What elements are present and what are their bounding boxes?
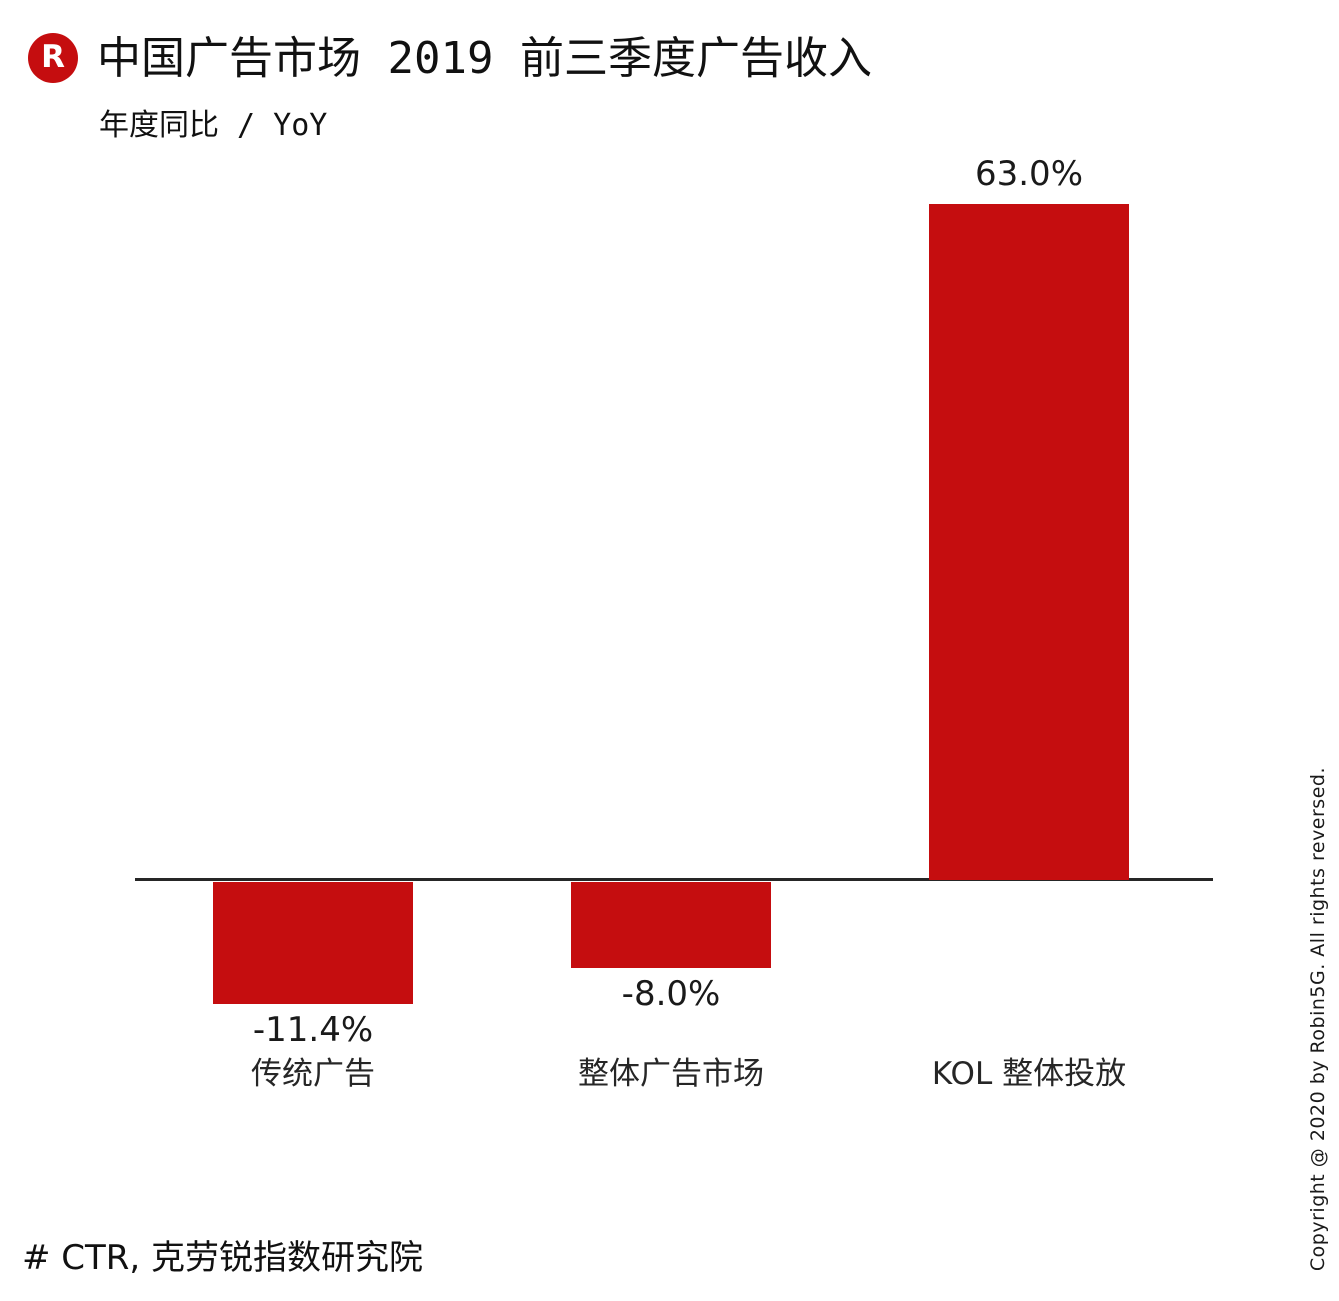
bar-value-label: 63.0% xyxy=(974,154,1083,194)
chart-bar xyxy=(571,882,771,968)
chart-bar xyxy=(929,204,1129,880)
bar-category-label: KOL 整体投放 xyxy=(931,1056,1127,1092)
bar-value-label: -8.0% xyxy=(621,974,721,1014)
x-axis-line xyxy=(135,878,1213,881)
logo-letter: R xyxy=(41,38,65,75)
chart-bar xyxy=(213,882,413,1004)
chart-subtitle: 年度同比 / YoY xyxy=(99,108,328,143)
bar-value-label: -11.4% xyxy=(252,1010,374,1050)
bar-category-label: 传统广告 xyxy=(251,1056,375,1092)
bar-category-label: 整体广告市场 xyxy=(578,1056,764,1092)
chart-title: 中国广告市场 2019 前三季度广告收入 xyxy=(97,33,872,84)
logo-r-icon: R xyxy=(28,33,78,83)
source-note: # CTR, 克劳锐指数研究院 xyxy=(22,1238,424,1278)
copyright-watermark: Copyright @ 2020 by Robin5G. All rights … xyxy=(1307,766,1329,1271)
